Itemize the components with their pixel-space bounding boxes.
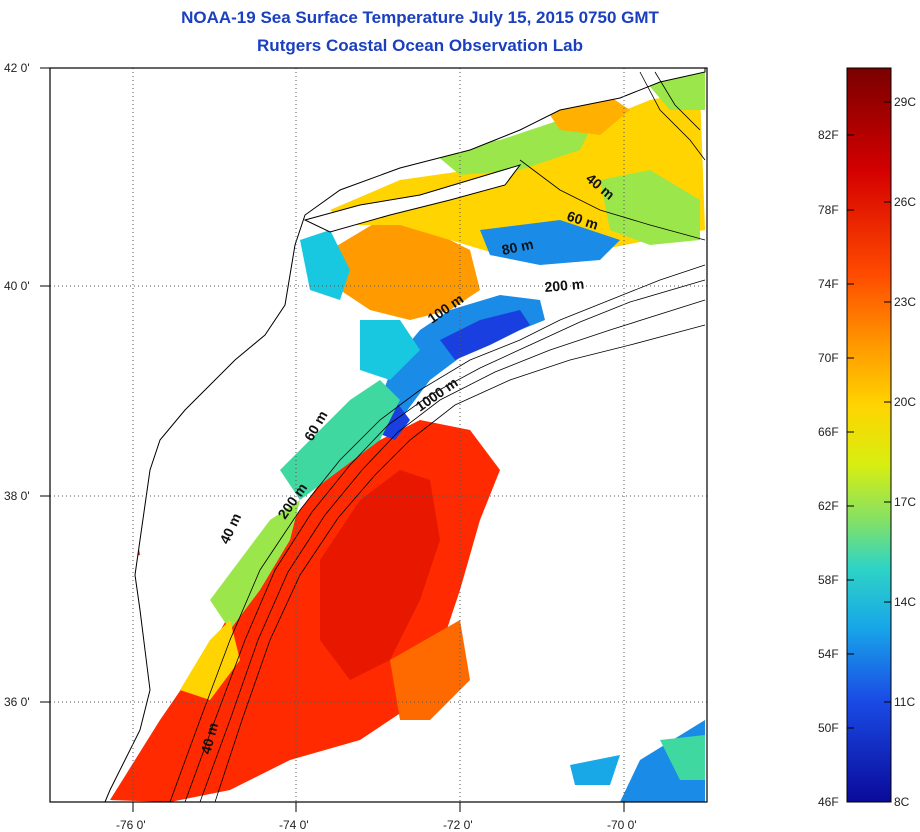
colorbar-c-label: 29C [894,95,917,109]
axis-ticks [40,67,625,812]
colorbar-f-label: 78F [818,203,839,217]
map-title: NOAA-19 Sea Surface Temperature July 15,… [181,8,659,27]
colorbar-f-label: 82F [818,128,839,142]
colorbar-f-label: 50F [818,721,839,735]
colorbar-c-label: 20C [894,395,917,409]
lon-label: -76 0' [116,818,146,832]
lat-label: 38 0' [4,489,30,503]
colorbar-c-label: 8C [894,795,910,809]
colorbar-f-label: 62F [818,499,839,513]
lat-label: 40 0' [4,279,30,293]
map-subtitle: Rutgers Coastal Ocean Observation Lab [257,36,583,55]
colorbar-f-label: 58F [818,573,839,587]
bathymetry-contours [169,71,706,802]
colorbar-f-label: 74F [818,277,839,291]
contour-label: 200 m [544,276,585,295]
lon-label: -74 0' [279,818,309,832]
contour-label: 40 m [197,721,221,756]
land-mask [50,68,706,802]
graticule [50,68,707,802]
lat-label: 36 0' [4,695,30,709]
colorbar [846,67,892,803]
colorbar-f-label: 66F [818,425,839,439]
lon-label: -72 0' [443,818,473,832]
contour-label: 80 m [500,236,535,258]
colorbar-c-label: 17C [894,495,917,509]
colorbar-c-label: 11C [894,695,916,709]
colorbar-c-label: 23C [894,295,917,309]
colorbar-ticks [847,101,891,729]
colorbar-c-label: 26C [894,195,917,209]
colorbar-f-label: 70F [818,351,839,365]
lat-label: 42 0' [4,61,30,75]
colorbar-c-label: 14C [894,595,917,609]
lon-label: -70 0' [607,818,637,832]
colorbar-f-label: 54F [818,647,839,661]
colorbar-f-label: 46F [818,795,839,809]
